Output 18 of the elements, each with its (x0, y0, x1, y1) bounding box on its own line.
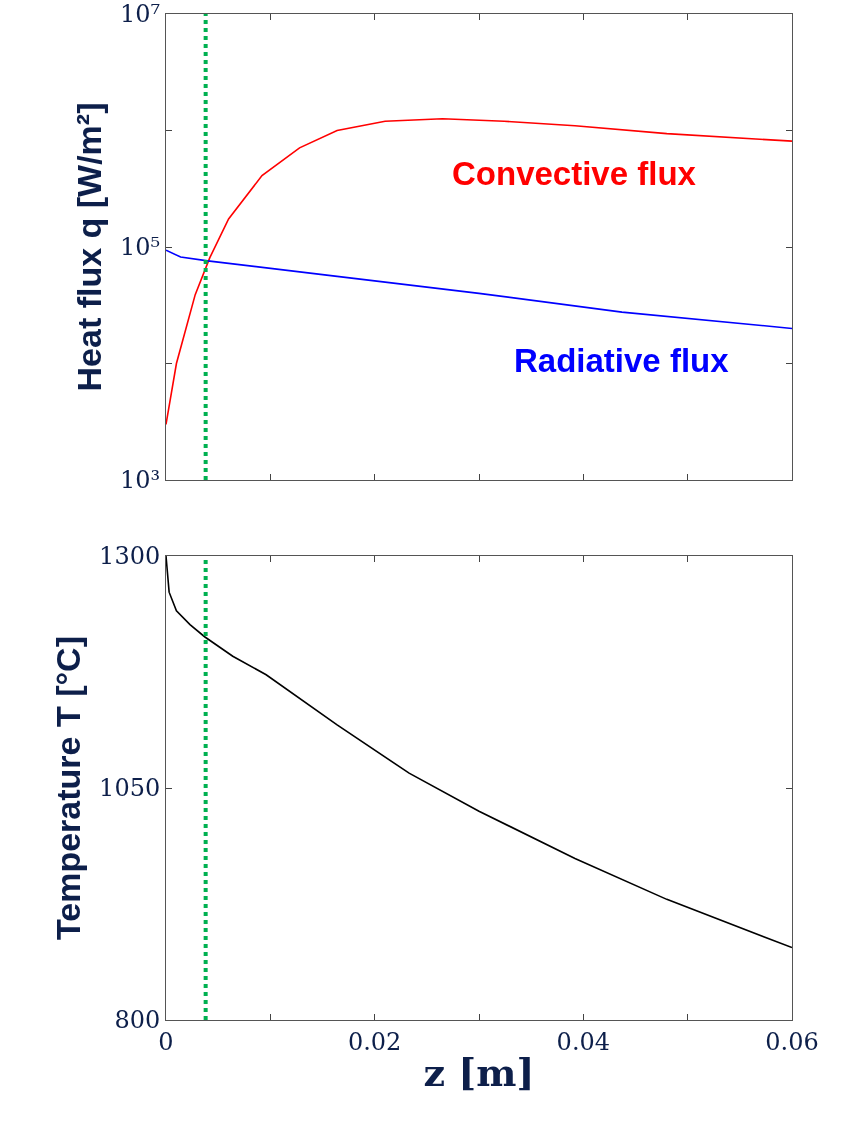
y-axis-title: Temperature T [°C] (48, 636, 87, 940)
y-tick-label: 1050 (99, 774, 161, 803)
y-tick-label: 10⁵ (120, 233, 161, 262)
line-series (166, 118, 792, 426)
y-tick-label: 10³ (120, 466, 161, 495)
series-label: Radiative flux (514, 342, 730, 379)
line-series (166, 249, 792, 330)
x-tick-label: 0 (158, 1027, 174, 1056)
y-axis-title: Heat flux q [W/m²] (69, 102, 108, 392)
y-tick-label: 1300 (99, 542, 161, 571)
series-label: Convective flux (452, 155, 697, 192)
x-tick-label: 0.04 (556, 1027, 611, 1056)
x-tick-label: 0.06 (765, 1027, 819, 1056)
y-tick-label: 800 (114, 1006, 161, 1035)
y-tick-label: 10⁷ (120, 0, 161, 29)
x-axis-title: z [m] (423, 1049, 535, 1095)
line-series (166, 556, 792, 949)
x-tick-label: 0.02 (347, 1027, 402, 1056)
